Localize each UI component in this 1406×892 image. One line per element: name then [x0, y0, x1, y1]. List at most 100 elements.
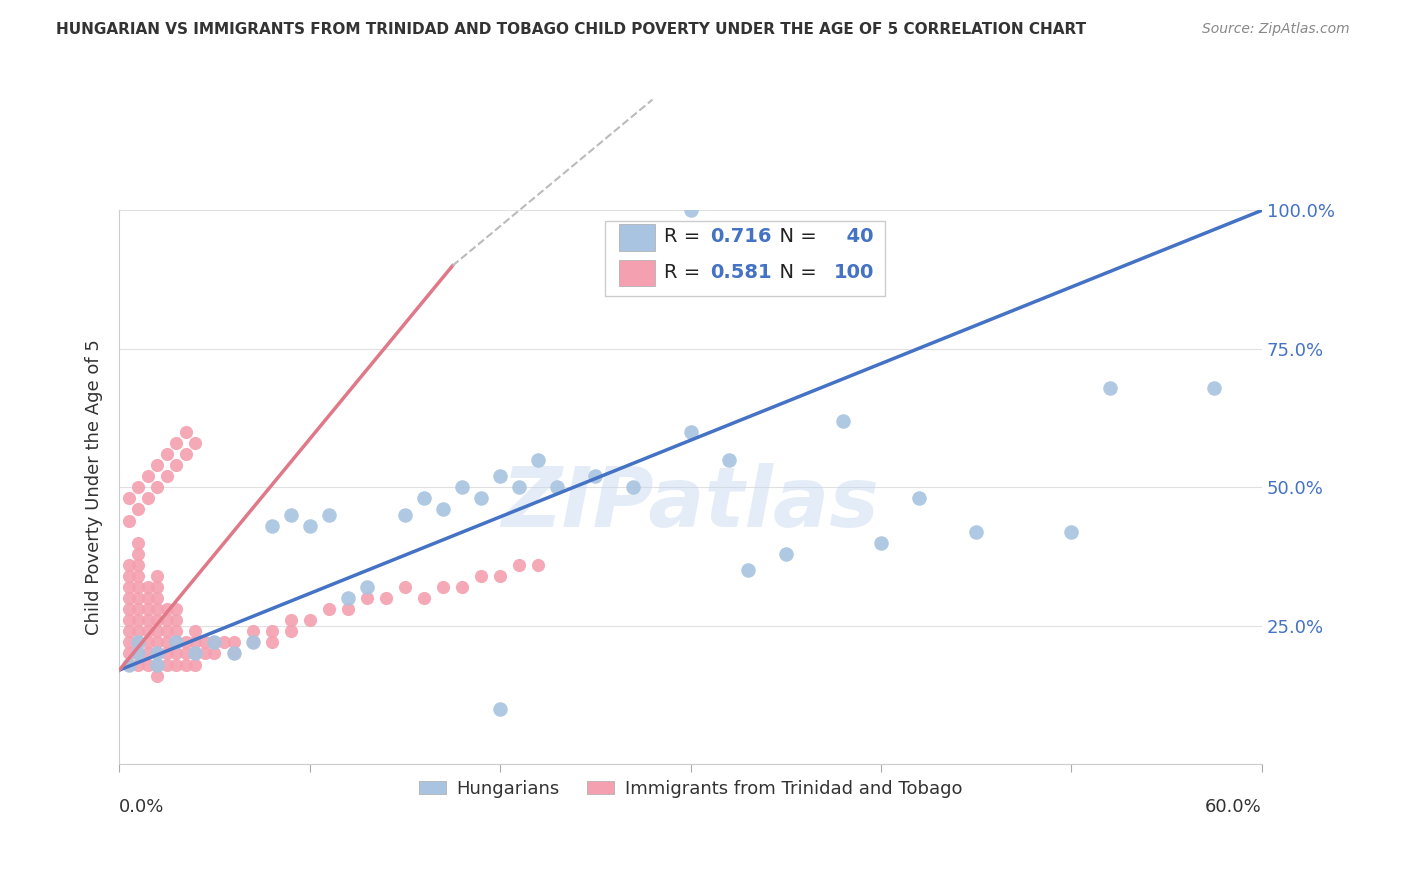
Point	[118, 635, 141, 649]
Point	[156, 602, 179, 616]
Text: R =: R =	[664, 263, 707, 282]
Point	[118, 613, 141, 627]
Point	[212, 635, 235, 649]
Point	[136, 624, 159, 639]
Point	[336, 602, 359, 616]
Point	[118, 602, 141, 616]
Point	[127, 580, 149, 594]
Point	[146, 657, 169, 672]
Point	[127, 624, 149, 639]
Point	[156, 469, 179, 483]
Text: 0.581: 0.581	[710, 263, 772, 282]
Point	[146, 591, 169, 606]
Point	[127, 569, 149, 583]
Point	[717, 452, 740, 467]
Point	[118, 558, 141, 572]
Point	[508, 558, 530, 572]
Point	[174, 657, 197, 672]
Point	[356, 591, 378, 606]
Point	[146, 569, 169, 583]
Point	[965, 524, 987, 539]
Point	[546, 480, 568, 494]
Point	[870, 535, 893, 549]
Point	[184, 647, 207, 661]
Point	[165, 647, 187, 661]
Point	[204, 647, 226, 661]
Point	[156, 647, 179, 661]
Point	[174, 425, 197, 439]
FancyBboxPatch shape	[619, 260, 655, 286]
Point	[118, 657, 141, 672]
Point	[184, 635, 207, 649]
Point	[146, 480, 169, 494]
Point	[165, 602, 187, 616]
Point	[184, 647, 207, 661]
Point	[489, 702, 512, 716]
Point	[146, 647, 169, 661]
Point	[222, 647, 245, 661]
Point	[146, 647, 169, 661]
Point	[184, 657, 207, 672]
Text: N =: N =	[768, 227, 823, 246]
Point	[318, 508, 340, 522]
Point	[146, 458, 169, 472]
Point	[242, 624, 264, 639]
Point	[118, 580, 141, 594]
Point	[413, 491, 436, 506]
Point	[737, 563, 759, 577]
Point	[194, 635, 217, 649]
Point	[527, 452, 550, 467]
Point	[280, 613, 302, 627]
Point	[1204, 381, 1226, 395]
Y-axis label: Child Poverty Under the Age of 5: Child Poverty Under the Age of 5	[86, 339, 103, 635]
Point	[127, 647, 149, 661]
Point	[156, 613, 179, 627]
Point	[136, 647, 159, 661]
Point	[165, 613, 187, 627]
Point	[470, 569, 492, 583]
Point	[1060, 524, 1083, 539]
Point	[146, 668, 169, 682]
Point	[136, 491, 159, 506]
Text: Source: ZipAtlas.com: Source: ZipAtlas.com	[1202, 22, 1350, 37]
Point	[204, 635, 226, 649]
Point	[336, 591, 359, 606]
Point	[260, 635, 283, 649]
Point	[470, 491, 492, 506]
Point	[127, 591, 149, 606]
Text: 40: 40	[834, 227, 875, 246]
Point	[280, 624, 302, 639]
Point	[136, 591, 159, 606]
Point	[298, 519, 321, 533]
Point	[451, 580, 474, 594]
Point	[136, 602, 159, 616]
Point	[146, 635, 169, 649]
Point	[489, 469, 512, 483]
Point	[832, 414, 855, 428]
Text: 0.0%: 0.0%	[120, 797, 165, 815]
Point	[508, 480, 530, 494]
Point	[451, 480, 474, 494]
Point	[165, 624, 187, 639]
Point	[165, 635, 187, 649]
Point	[623, 480, 645, 494]
Point	[127, 535, 149, 549]
Point	[146, 602, 169, 616]
Point	[280, 508, 302, 522]
Point	[118, 514, 141, 528]
Point	[489, 569, 512, 583]
Point	[127, 635, 149, 649]
Text: ZIPatlas: ZIPatlas	[502, 464, 880, 544]
Point	[679, 203, 702, 218]
Point	[413, 591, 436, 606]
Text: 100: 100	[834, 263, 873, 282]
Point	[127, 502, 149, 516]
Point	[127, 558, 149, 572]
Text: HUNGARIAN VS IMMIGRANTS FROM TRINIDAD AND TOBAGO CHILD POVERTY UNDER THE AGE OF : HUNGARIAN VS IMMIGRANTS FROM TRINIDAD AN…	[56, 22, 1087, 37]
Point	[165, 657, 187, 672]
Point	[127, 602, 149, 616]
Point	[165, 635, 187, 649]
Point	[394, 580, 416, 594]
Point	[394, 508, 416, 522]
Text: 0.716: 0.716	[710, 227, 772, 246]
